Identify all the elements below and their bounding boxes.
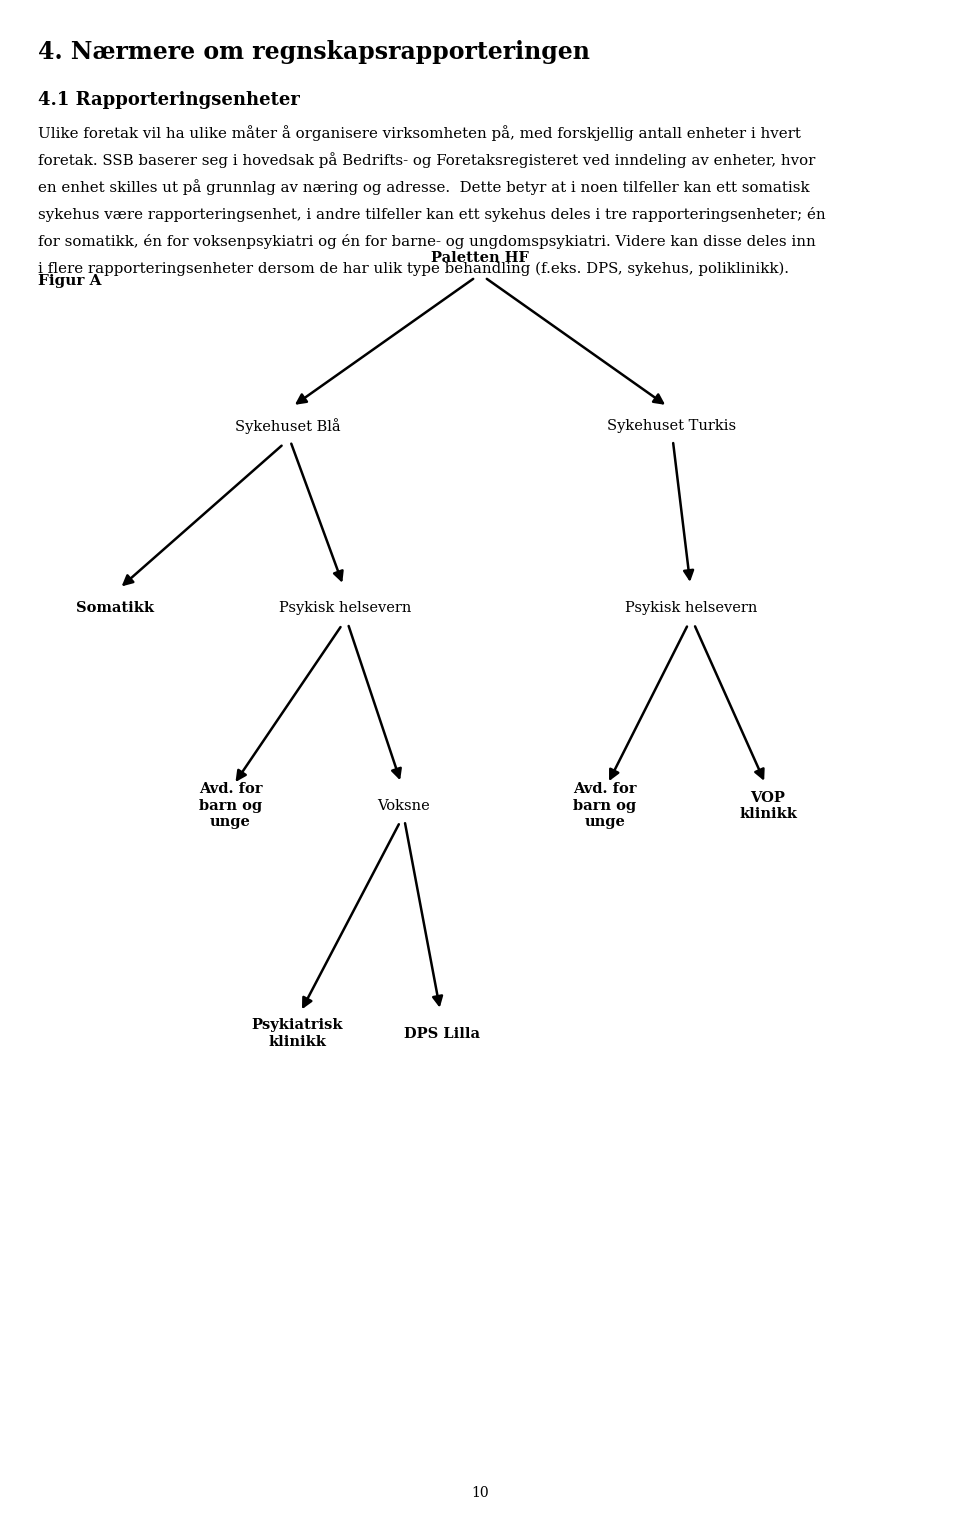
Text: Avd. for
barn og
unge: Avd. for barn og unge [199, 783, 262, 828]
Text: 10: 10 [471, 1485, 489, 1500]
Text: Voksne: Voksne [377, 798, 429, 813]
Text: Psykisk helsevern: Psykisk helsevern [625, 600, 757, 616]
Text: i flere rapporteringsenheter dersom de har ulik type behandling (f.eks. DPS, syk: i flere rapporteringsenheter dersom de h… [38, 261, 789, 275]
Text: DPS Lilla: DPS Lilla [403, 1026, 480, 1041]
Text: Somatikk: Somatikk [76, 600, 155, 616]
Text: Sykehuset Blå: Sykehuset Blå [235, 418, 341, 433]
Text: foretak. SSB baserer seg i hovedsak på Bedrifts- og Foretaksregisteret ved innde: foretak. SSB baserer seg i hovedsak på B… [38, 152, 816, 167]
Text: en enhet skilles ut på grunnlag av næring og adresse.  Dette betyr at i noen til: en enhet skilles ut på grunnlag av nærin… [38, 179, 810, 195]
Text: 4. Nærmere om regnskapsrapporteringen: 4. Nærmere om regnskapsrapporteringen [38, 40, 590, 64]
Text: Avd. for
barn og
unge: Avd. for barn og unge [573, 783, 636, 828]
Text: Paletten HF: Paletten HF [431, 251, 529, 266]
Text: VOP
klinikk: VOP klinikk [739, 790, 797, 821]
Text: 4.1 Rapporteringsenheter: 4.1 Rapporteringsenheter [38, 91, 300, 109]
Text: Figur A: Figur A [38, 274, 102, 287]
Text: sykehus være rapporteringsenhet, i andre tilfeller kan ett sykehus deles i tre r: sykehus være rapporteringsenhet, i andre… [38, 207, 826, 222]
Text: Sykehuset Turkis: Sykehuset Turkis [608, 418, 736, 433]
Text: for somatikk, én for voksenpsykiatri og én for barne- og ungdomspsykiatri. Vider: for somatikk, én for voksenpsykiatri og … [38, 234, 816, 249]
Text: Psykisk helsevern: Psykisk helsevern [279, 600, 412, 616]
Text: Psykiatrisk
klinikk: Psykiatrisk klinikk [252, 1018, 344, 1049]
Text: Ulike foretak vil ha ulike måter å organisere virksomheten på, med forskjellig a: Ulike foretak vil ha ulike måter å organ… [38, 125, 802, 140]
